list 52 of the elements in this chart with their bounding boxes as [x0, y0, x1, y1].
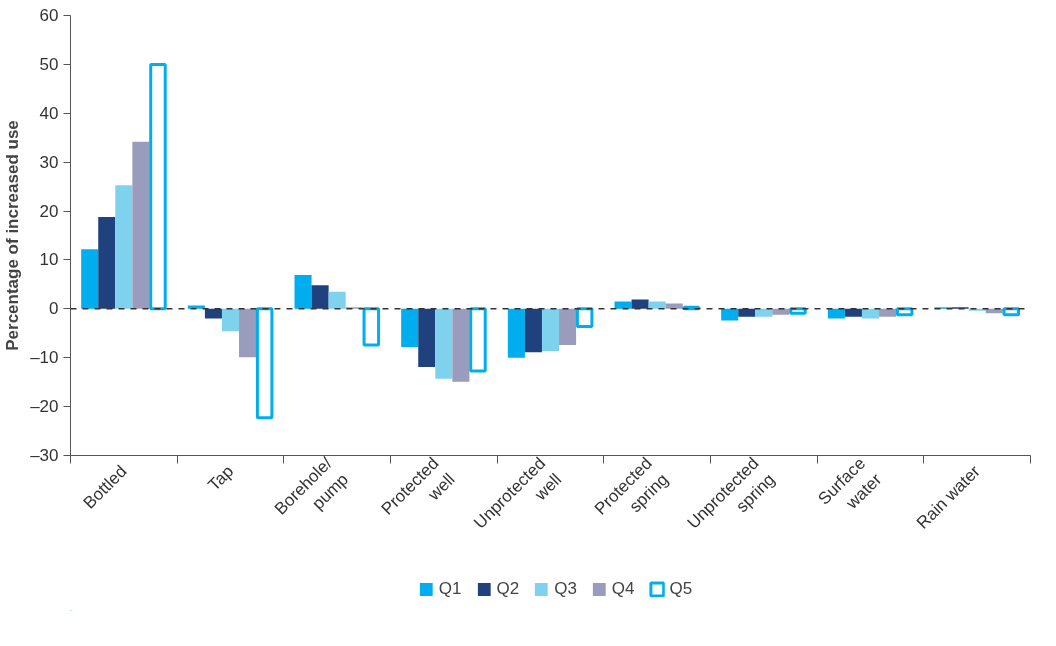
- bar: [255, 307, 274, 420]
- bar: [861, 308, 880, 319]
- bar: [524, 308, 542, 353]
- legend-label: Q1: [438, 578, 462, 599]
- bar: [401, 308, 419, 347]
- bar: [507, 308, 525, 358]
- legend-label: Q3: [554, 578, 577, 599]
- legend-label: Q5: [669, 578, 693, 599]
- y-tick-label: –20: [30, 397, 59, 417]
- bar: [81, 249, 99, 309]
- bar: [239, 308, 257, 358]
- bar: [149, 62, 167, 311]
- bar: [362, 307, 381, 347]
- x-tick-label: Tap: [204, 461, 238, 495]
- bar: [665, 303, 683, 309]
- bar: [738, 308, 756, 317]
- y-tick-label: 60: [39, 6, 59, 25]
- y-tick-label: 20: [39, 201, 59, 221]
- y-tick-label: 50: [39, 54, 59, 74]
- legend-label: Q2: [496, 578, 520, 599]
- bar: [559, 308, 577, 346]
- y-tick-label: 40: [39, 103, 59, 123]
- bar: [418, 308, 436, 368]
- bar: [575, 307, 594, 328]
- bar: [721, 308, 739, 321]
- bar: [827, 308, 845, 319]
- bar: [452, 308, 470, 382]
- bar: [772, 308, 790, 315]
- bar: [895, 307, 914, 317]
- y-tick-label: 10: [39, 250, 59, 270]
- bar: [98, 216, 116, 309]
- y-tick-label: –30: [30, 446, 59, 465]
- y-axis-title: Percentage of increased use: [3, 120, 23, 351]
- bar: [469, 307, 487, 373]
- bar: [755, 308, 773, 317]
- bar: [879, 308, 897, 317]
- bar: [132, 141, 150, 309]
- bar: [541, 308, 560, 351]
- bar: [1002, 307, 1021, 317]
- bar: [844, 308, 862, 317]
- bar: [204, 308, 222, 319]
- y-tick-label: –10: [30, 348, 59, 368]
- bar: [328, 291, 346, 309]
- legend-label: Q4: [611, 578, 635, 599]
- bar: [631, 299, 649, 309]
- y-tick-label: 0: [49, 299, 59, 319]
- y-tick-label: 30: [39, 152, 59, 172]
- bar: [435, 308, 453, 379]
- bar: [221, 308, 240, 332]
- bar: [311, 285, 329, 309]
- bar: [115, 185, 133, 309]
- bar: [294, 275, 312, 309]
